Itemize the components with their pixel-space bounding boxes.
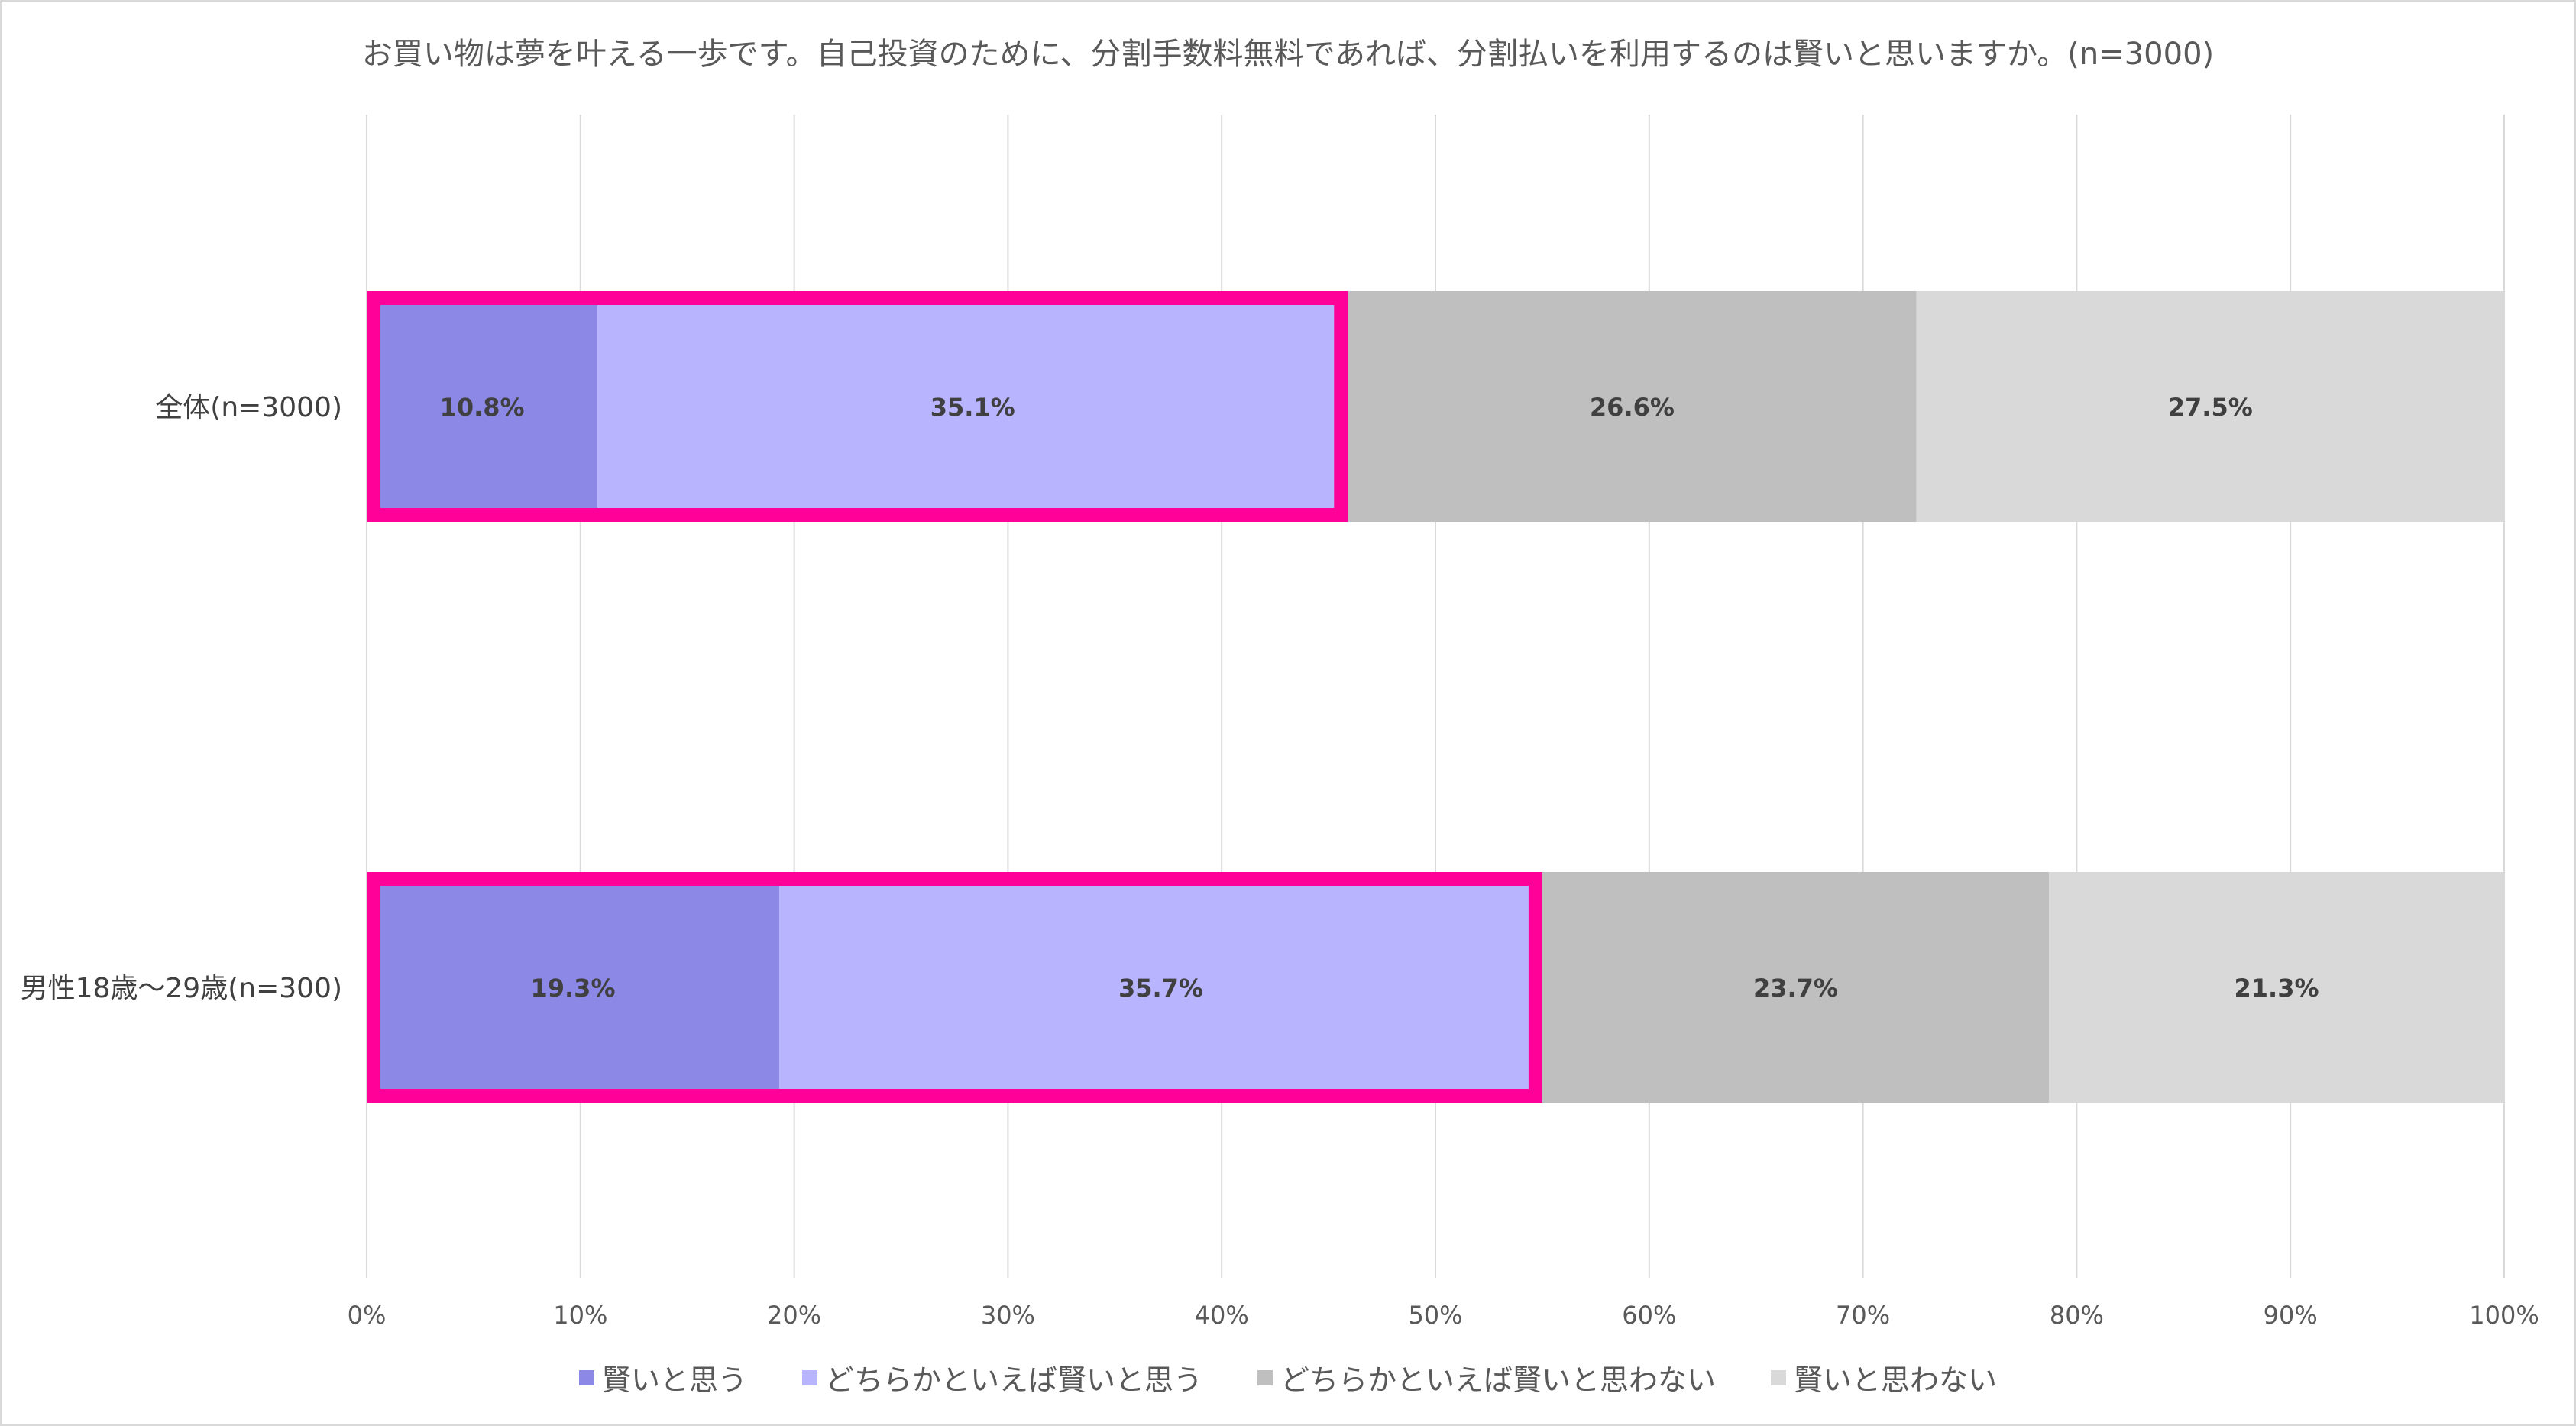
x-tick-label: 90% <box>2264 1301 2318 1330</box>
data-label: 23.7% <box>1753 974 1838 1003</box>
x-tick-label: 0% <box>348 1301 387 1330</box>
x-tick-label: 80% <box>2050 1301 2104 1330</box>
data-label: 21.3% <box>2235 974 2319 1003</box>
category-labels: 全体(n=3000) 男性18歳～29歳(n=300) <box>21 392 342 1004</box>
bar-segment <box>779 872 1542 1103</box>
x-tick-label: 20% <box>767 1301 821 1330</box>
legend-item: 賢いと思う <box>578 1356 747 1398</box>
legend-swatch <box>1771 1369 1787 1385</box>
legend-swatch <box>1257 1369 1273 1385</box>
bars <box>367 291 2504 1103</box>
highlight-box <box>367 291 1348 522</box>
category-label: 男性18歳～29歳(n=300) <box>21 973 342 1004</box>
x-tick-label: 40% <box>1195 1301 1249 1330</box>
legend-label: どちらかといえば賢いと思わない <box>1280 1363 1717 1397</box>
data-label: 35.7% <box>1118 974 1203 1003</box>
data-label: 19.3% <box>530 974 615 1003</box>
x-tick-label: 30% <box>981 1301 1035 1330</box>
data-labels: 10.8% 35.1% 26.6% 27.5% 19.3% 35.7% 23.7% 21.3% <box>440 393 2319 1003</box>
legend-item: どちらかといえば賢いと思わない <box>1257 1356 1716 1398</box>
legend: 賢いと思う どちらかといえば賢いと思う どちらかといえば賢いと思わない 賢いと思わない <box>0 1356 2576 1398</box>
x-tick-label: 10% <box>553 1301 607 1330</box>
x-axis-tick-labels: 0% 10% 20% 30% 40% 50% 60% 70% 80% 90% 100% <box>348 1301 2539 1330</box>
data-label: 26.6% <box>1590 393 1675 422</box>
data-label: 27.5% <box>2168 393 2253 422</box>
category-label: 全体(n=3000) <box>155 392 342 423</box>
bar-segment <box>1542 872 2050 1103</box>
chart-title: お買い物は夢を叶える一歩です。自己投資のために、分割手数料無料であれば、分割払い… <box>361 37 2215 72</box>
legend-label: 賢いと思わない <box>1794 1363 1998 1397</box>
legend-item: どちらかといえば賢いと思う <box>801 1356 1202 1398</box>
bar-segment <box>1348 291 1917 522</box>
legend-swatch <box>578 1369 594 1385</box>
x-tick-label: 100% <box>2469 1301 2539 1330</box>
bar-segment <box>367 291 598 522</box>
bar-segment <box>367 872 780 1103</box>
gridlines <box>366 115 2505 1278</box>
legend-label: どちらかといえば賢いと思う <box>824 1363 1202 1397</box>
x-tick-label: 50% <box>1408 1301 1462 1330</box>
legend-swatch <box>801 1369 817 1385</box>
bar-segment <box>2049 872 2504 1103</box>
legend-item: 賢いと思わない <box>1771 1356 1997 1398</box>
highlight-boxes <box>367 291 1542 1103</box>
bar-segment <box>1916 291 2504 522</box>
data-label: 10.8% <box>440 393 525 422</box>
data-label: 35.1% <box>930 393 1015 422</box>
highlight-box <box>367 872 1542 1103</box>
x-tick-label: 70% <box>1836 1301 1890 1330</box>
bar-segment <box>597 291 1348 522</box>
x-tick-label: 60% <box>1622 1301 1676 1330</box>
legend-label: 賢いと思う <box>601 1363 747 1397</box>
